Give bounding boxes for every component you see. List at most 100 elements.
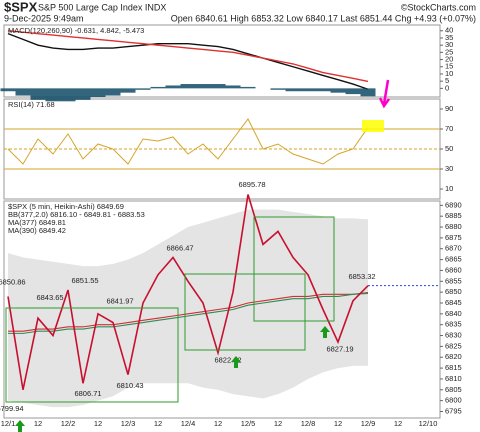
symbol: $SPX — [4, 0, 38, 14]
x-tick-label: 12/9 — [361, 419, 376, 428]
histogram-bar — [150, 86, 166, 89]
y-tick-label: 10 — [445, 69, 453, 78]
highlight — [362, 120, 384, 132]
histogram-bar — [60, 88, 76, 102]
arrows — [15, 326, 330, 432]
panel-title: $SPX (5 min, Heikin-Ashi) 6849.69 — [8, 202, 124, 211]
x-tick-label: 12 — [94, 419, 102, 428]
legend-entry: BB(377,2.0) 6816.10 - 6849.81 - 6883.53 — [8, 210, 145, 219]
histogram-bar — [15, 88, 31, 96]
price-panel — [3, 200, 441, 419]
y-tick-label: 6815 — [445, 363, 462, 372]
y-tick-label: 10 — [445, 184, 453, 193]
y-tick-label: 30 — [445, 40, 453, 49]
histogram-bar — [105, 88, 121, 96]
price-label: 6822.12 — [214, 356, 241, 365]
y-tick-label: 6830 — [445, 331, 462, 340]
histogram-bar — [75, 88, 91, 100]
histogram-bar — [135, 88, 151, 90]
y-tick-label: 20 — [445, 55, 453, 64]
y-tick-label: 25 — [445, 47, 453, 56]
macd-panel — [3, 24, 441, 98]
histogram-bar — [330, 88, 346, 93]
price-label: 6853.32 — [348, 272, 375, 281]
histogram-bar — [45, 88, 61, 102]
histogram-bar — [240, 86, 256, 89]
legend-entry: MA(377) 6849.81 — [8, 218, 66, 227]
y-tick-label: 0 — [445, 83, 449, 92]
date: 9-Dec-2025 9:49am — [4, 13, 84, 23]
x-tick-label: 12/8 — [301, 419, 316, 428]
ma-line — [8, 292, 369, 334]
histogram-bar — [90, 88, 106, 97]
y-tick-label: 90 — [445, 104, 453, 113]
bollinger-band — [8, 209, 368, 408]
x-tick-label: 12/1 — [1, 419, 16, 428]
index-name: S&P 500 Large Cap Index INDX — [38, 2, 166, 12]
price-label: 6841.97 — [106, 297, 133, 306]
y-tick-label: 15 — [445, 62, 453, 71]
y-tick-label: 6890 — [445, 200, 462, 209]
boxes — [5, 216, 335, 403]
y-tick-label: 6845 — [445, 298, 462, 307]
y-tick-label: 6805 — [445, 385, 462, 394]
y-tick-label: 70 — [445, 124, 453, 133]
price-label: 6895.78 — [238, 180, 265, 189]
price-label: 6843.65 — [36, 293, 63, 302]
x-tick-label: 12 — [154, 419, 162, 428]
y-tick-label: 6820 — [445, 352, 462, 361]
histogram-bar — [300, 88, 316, 92]
x-tick-label: 12/4 — [181, 419, 196, 428]
price-line — [7, 194, 369, 390]
x-tick-label: 12 — [394, 419, 402, 428]
y-tick-label: 30 — [445, 164, 453, 173]
price-label: 6806.71 — [74, 389, 101, 398]
histogram-bar — [345, 88, 361, 95]
price-label: 6850.86 — [0, 277, 26, 286]
y-tick-label: 6800 — [445, 396, 462, 405]
price-label: 6851.55 — [71, 276, 98, 285]
x-tick-label: 12 — [214, 419, 222, 428]
y-tick-label: 6880 — [445, 222, 462, 231]
histogram-bar — [195, 84, 211, 89]
y-tick-label: 40 — [445, 26, 453, 35]
y-tick-label: 6840 — [445, 309, 462, 318]
y-tick-label: 35 — [445, 33, 453, 42]
credit: ©StockCharts.com — [401, 2, 476, 12]
ma-line — [8, 292, 369, 332]
y-tick-label: 6850 — [445, 287, 462, 296]
histogram-bar — [0, 88, 16, 92]
price-label: 6866.47 — [166, 243, 193, 252]
x-tick-label: 12 — [334, 419, 342, 428]
histogram-bar — [165, 85, 181, 89]
x-tick-label: 12 — [34, 419, 42, 428]
y-tick-label: 6855 — [445, 276, 462, 285]
y-tick-label: 6865 — [445, 255, 462, 264]
histogram-bar — [360, 88, 376, 97]
histogram-bar — [225, 85, 241, 89]
macd-line — [7, 30, 369, 83]
y-tick-label: 6860 — [445, 265, 462, 274]
histogram-bar — [270, 88, 286, 90]
y-tick-label: 5 — [445, 76, 449, 85]
histogram-bar — [30, 88, 46, 100]
histogram-bar — [120, 88, 136, 93]
y-tick-label: 6795 — [445, 406, 462, 415]
y-tick-label: 6870 — [445, 244, 462, 253]
price-label: 6827.19 — [326, 345, 353, 354]
histogram-bar — [315, 88, 331, 92]
x-tick-label: 12/5 — [241, 419, 256, 428]
histogram-bar — [285, 88, 301, 92]
price-label: 6810.43 — [116, 381, 143, 390]
histogram-bar — [180, 84, 196, 89]
x-tick-label: 12 — [274, 419, 282, 428]
x-tick-label: 12/10 — [419, 419, 438, 428]
arrow — [378, 79, 391, 109]
y-tick-label: 6885 — [445, 211, 462, 220]
y-tick-label: 6810 — [445, 374, 462, 383]
histogram-bar — [210, 84, 226, 89]
macd-line — [7, 32, 369, 90]
panel-title: RSI(14) 71.68 — [8, 100, 55, 109]
